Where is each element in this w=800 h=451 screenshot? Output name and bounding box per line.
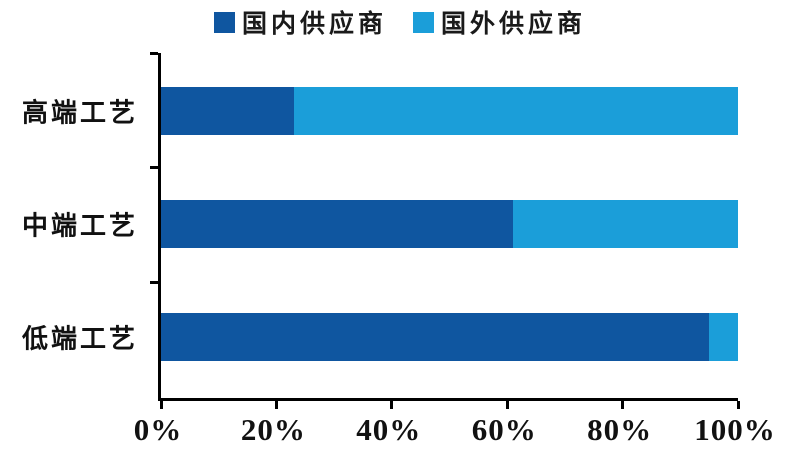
y-axis-tick: [150, 281, 158, 284]
legend-swatch-icon: [413, 11, 434, 33]
bar-segment: [293, 87, 738, 135]
category-label: 中端工艺: [21, 211, 138, 241]
x-axis-tick-label: 0%: [133, 412, 183, 447]
legend-item-1: 国内供应商: [213, 4, 387, 40]
x-axis-tick: [736, 401, 740, 409]
legend-swatch-icon: [213, 11, 235, 33]
plot-area: [150, 52, 740, 409]
bar-segment: [161, 200, 513, 248]
category-label: 低端工艺: [21, 324, 138, 354]
bar-segment: [512, 200, 738, 248]
bar-row: [161, 200, 738, 248]
legend-label: 国内供应商: [241, 11, 387, 38]
x-axis-tick: [274, 401, 278, 409]
bar-segment: [161, 313, 710, 361]
y-axis-tick: [150, 52, 158, 55]
x-axis-tick-label: 20%: [240, 412, 306, 447]
x-axis-tick-label: 60%: [471, 412, 537, 447]
bar-segment: [161, 87, 294, 135]
x-axis-tick: [159, 401, 163, 409]
legend-label: 国外供应商: [441, 11, 587, 38]
bar-row: [161, 313, 738, 361]
x-axis-tick: [621, 401, 625, 409]
x-axis-tick-label: 40%: [356, 412, 422, 447]
legend: 国内供应商 国外供应商: [0, 4, 800, 40]
x-axis-tick-label: 100%: [694, 412, 776, 447]
x-axis-tick: [505, 401, 509, 409]
y-axis-tick: [150, 166, 158, 169]
bar-segment: [709, 313, 738, 361]
legend-item-2: 国外供应商: [413, 4, 586, 40]
category-label: 高端工艺: [21, 98, 138, 128]
x-axis-tick: [390, 401, 394, 409]
x-axis-tick-label: 80%: [587, 412, 653, 447]
bar-row: [161, 87, 738, 135]
